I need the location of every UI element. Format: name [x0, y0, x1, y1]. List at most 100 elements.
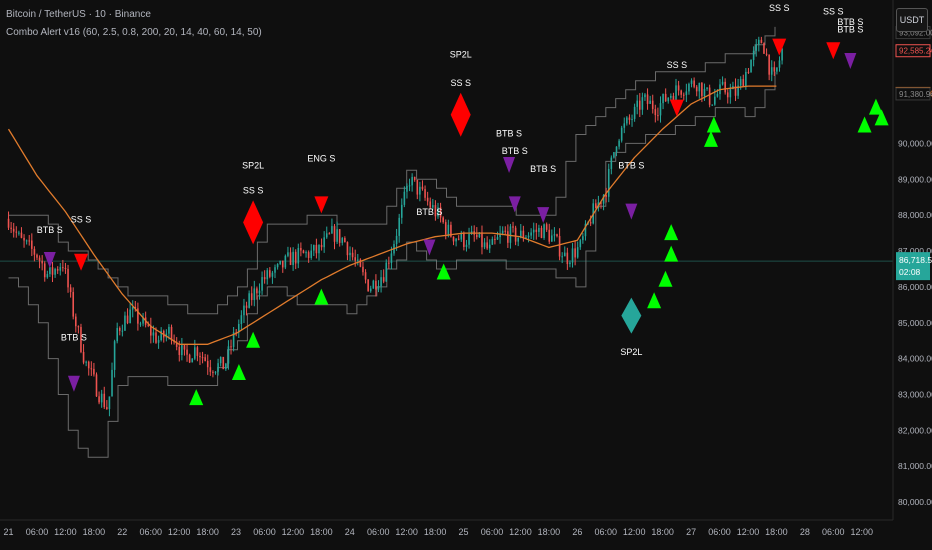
- candle-body: [519, 230, 522, 238]
- candle-body: [569, 262, 571, 265]
- candle-body: [28, 240, 31, 242]
- signal-label: BTB S: [530, 164, 556, 174]
- candle-body: [271, 272, 274, 277]
- candle-body: [737, 85, 739, 96]
- candle-body: [108, 396, 111, 410]
- price-tick-label: 84,000.00: [898, 354, 932, 364]
- signal-label: ENG S: [307, 153, 335, 163]
- candle-body: [395, 235, 398, 245]
- currency-button[interactable]: USDT: [896, 8, 928, 32]
- candle-body: [199, 355, 201, 358]
- price-tick-label: 83,000.00: [898, 389, 932, 399]
- time-tick-label: 06:00: [594, 527, 617, 537]
- candle-body: [776, 67, 778, 72]
- price-countdown: 02:08: [899, 267, 921, 277]
- indicator-legend[interactable]: Combo Alert v16 (60, 2.5, 0.8, 200, 20, …: [6, 27, 262, 38]
- time-tick-label: 25: [459, 527, 469, 537]
- candle-body: [289, 252, 292, 265]
- time-axis[interactable]: 21 06:00 12:00 18:00 22 06:00 12:00 18:00 23 06:0…: [0, 519, 932, 550]
- candle-body: [429, 201, 432, 208]
- candle-body: [447, 224, 450, 235]
- candle-body: [457, 238, 460, 240]
- time-tick-label: 06:00: [481, 527, 504, 537]
- time-tick-label: 12:00: [850, 527, 873, 537]
- time-axis-bg: [0, 520, 932, 550]
- candle-body: [504, 230, 507, 232]
- candle-body: [230, 346, 232, 348]
- candle-body: [346, 242, 349, 256]
- candle-body: [186, 349, 188, 355]
- buy-signal-triangle: [706, 116, 721, 133]
- candle-body: [553, 234, 556, 236]
- bands-layer: [0, 26, 893, 458]
- symbol-title[interactable]: Bitcoin / TetherUS · 10 · Binance: [6, 9, 151, 20]
- candle-body: [649, 100, 651, 104]
- candle-body: [248, 293, 250, 308]
- candle-body: [64, 267, 67, 269]
- candle-body: [85, 361, 87, 363]
- candle-body: [258, 290, 261, 294]
- price-tick-label: 85,000.00: [898, 318, 932, 328]
- candle-body: [460, 233, 463, 240]
- candle-body: [411, 176, 413, 186]
- buy-signal-triangle: [664, 224, 679, 241]
- price-axis[interactable]: 80,000.00 81,000.00 82,000.00 83,000.00 84,0…: [892, 0, 932, 550]
- current-price-box: [896, 252, 930, 281]
- candle-body: [279, 260, 281, 265]
- candle-body: [688, 83, 690, 92]
- candle-body: [364, 272, 367, 280]
- candle-body: [530, 232, 532, 236]
- btb-signal-triangle: [844, 52, 857, 69]
- candle-body: [367, 279, 369, 292]
- candle-body: [726, 92, 729, 98]
- candle-body: [240, 315, 243, 324]
- btb-signal-triangle: [423, 239, 436, 256]
- candle-body: [7, 218, 10, 228]
- sp2l-buy-diamond: [621, 297, 642, 334]
- buy-signal-triangle: [857, 116, 872, 133]
- candle-body: [178, 346, 181, 355]
- signal-label: SS S: [823, 6, 844, 16]
- candle-body: [690, 80, 693, 84]
- candle-body: [372, 280, 375, 289]
- candle-body: [157, 340, 160, 343]
- ma-layer: [7, 85, 777, 345]
- candle-body: [716, 94, 719, 97]
- candle-body: [351, 252, 354, 258]
- candle-body: [517, 237, 519, 242]
- candle-body: [745, 71, 747, 87]
- candle-body: [763, 43, 765, 54]
- candle-body: [538, 227, 540, 232]
- btb-signal-triangle: [625, 203, 638, 220]
- buy-signal-triangle: [868, 98, 883, 115]
- candle-body: [452, 236, 455, 242]
- candle-body: [196, 347, 199, 356]
- candle-body: [615, 146, 618, 153]
- candle-body: [659, 103, 662, 116]
- candle-body: [23, 237, 25, 241]
- candle-body: [670, 95, 672, 98]
- moving-average-line: [7, 85, 777, 345]
- candle-body: [432, 205, 434, 208]
- candle-body: [377, 286, 380, 290]
- candle-body: [152, 332, 155, 336]
- candle-body: [773, 67, 776, 72]
- candle-body: [413, 176, 416, 180]
- candle-body: [476, 234, 478, 238]
- candle-body: [644, 94, 646, 98]
- candle-body: [90, 368, 93, 370]
- candle-body: [62, 267, 64, 269]
- sp2l-sell-diamond: [243, 200, 264, 245]
- candle-body: [38, 257, 41, 261]
- candle-body: [525, 237, 527, 239]
- candle-body: [672, 95, 675, 101]
- candle-body: [613, 152, 615, 158]
- candle-body: [336, 229, 338, 242]
- time-tick-label: 12:00: [168, 527, 191, 537]
- candle-body: [747, 71, 750, 73]
- candle-body: [80, 327, 82, 352]
- btb-signal-triangle: [67, 375, 80, 392]
- candle-body: [328, 233, 331, 235]
- candle-body: [711, 104, 714, 106]
